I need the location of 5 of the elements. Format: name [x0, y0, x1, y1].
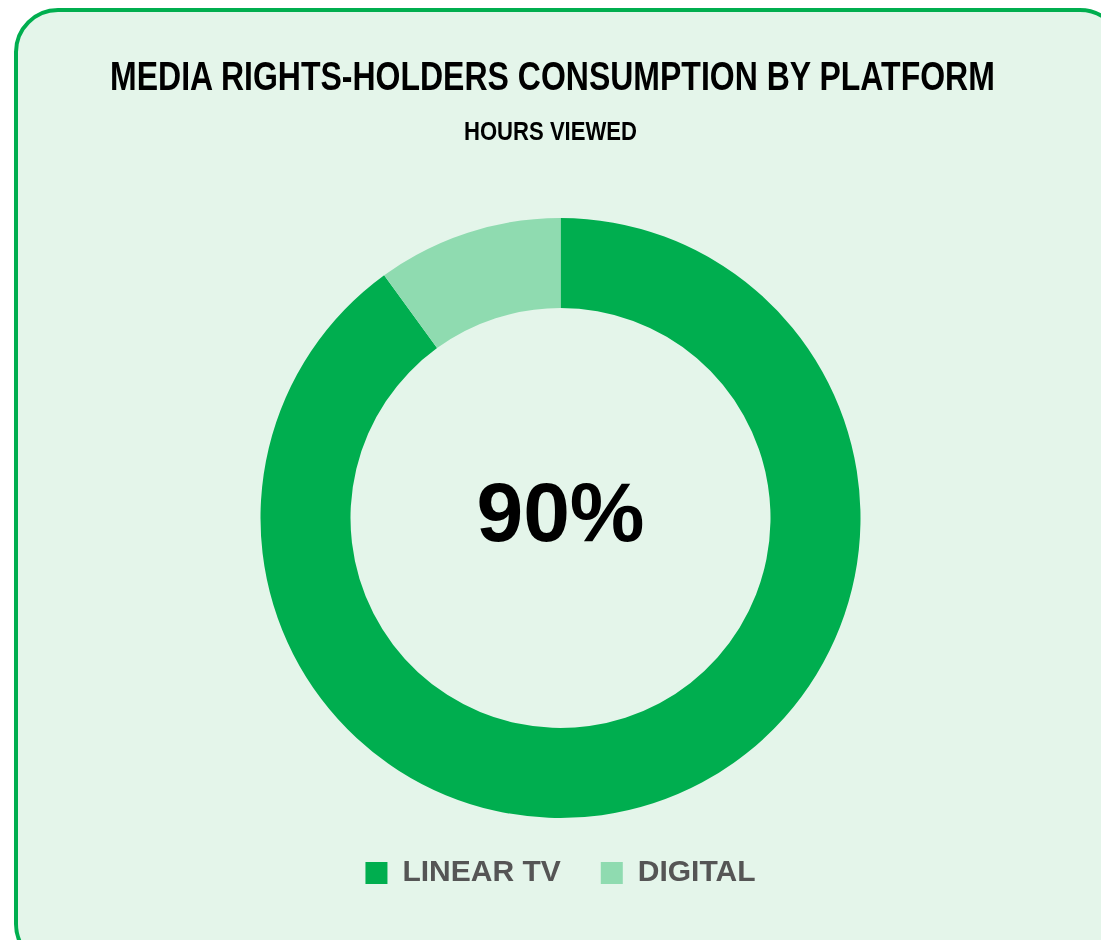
data-label: 90%: [476, 465, 645, 560]
chart-subtitle: HOURS VIEWED: [462, 116, 639, 147]
legend-label: LINEAR TV: [402, 854, 561, 888]
chart-title: MEDIA RIGHTS-HOLDERS CONSUMPTION BY PLATFORM: [110, 54, 995, 99]
legend-label: DIGITAL: [637, 854, 756, 888]
